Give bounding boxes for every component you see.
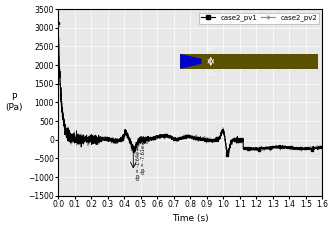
Text: dp = -1.64e+03: dp = -1.64e+03 — [136, 141, 141, 180]
Y-axis label: P
(Pa): P (Pa) — [6, 93, 23, 112]
Text: dp = -7.61e+02: dp = -7.61e+02 — [141, 135, 146, 174]
X-axis label: Time (s): Time (s) — [172, 214, 209, 224]
Legend: case2_pv1, case2_pv2: case2_pv1, case2_pv2 — [199, 13, 319, 24]
